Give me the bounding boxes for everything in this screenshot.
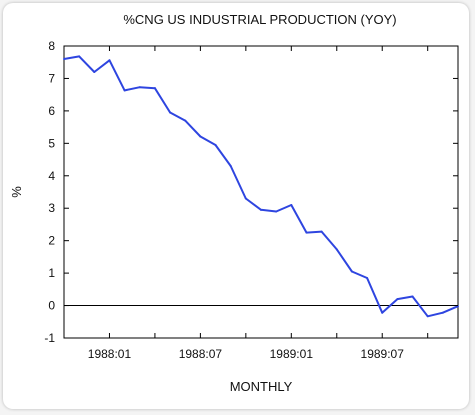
x-tick-label: 1988:07 (179, 347, 223, 361)
y-tick-label: 5 (48, 136, 55, 150)
data-point (244, 197, 247, 200)
y-tick-label: 2 (48, 234, 55, 248)
data-point (381, 311, 384, 314)
data-point (184, 119, 187, 122)
x-tick-label: 1988:01 (88, 347, 132, 361)
data-point (199, 135, 202, 138)
y-tick-label: 1 (48, 266, 55, 280)
plot-area (63, 45, 459, 339)
data-point (366, 276, 369, 279)
x-axis: 1988:01 1988:07 1989:01 1989:07 (63, 46, 429, 361)
y-tick-label: 3 (48, 201, 55, 215)
data-point (290, 203, 293, 206)
data-point (260, 208, 262, 211)
chart-frame (3, 3, 469, 409)
data-point (108, 59, 111, 62)
data-point (63, 57, 65, 60)
y-tick-label: 8 (48, 39, 55, 53)
series-line (63, 55, 459, 318)
plot-border (63, 45, 459, 339)
y-axis: -1 0 1 2 3 4 5 6 7 8 (44, 39, 458, 345)
data-point (275, 210, 278, 213)
x-axis-label: MONTHLY (230, 379, 293, 394)
data-point (350, 270, 353, 273)
y-tick-label: 6 (48, 104, 55, 118)
y-tick-label: 0 (48, 299, 55, 313)
x-tick-label: 1989:01 (270, 347, 314, 361)
data-point (93, 70, 96, 73)
data-point (153, 87, 156, 90)
x-tick-label: 1989:07 (361, 347, 405, 361)
data-point (169, 111, 172, 114)
data-point (441, 311, 444, 314)
data-point (335, 248, 338, 251)
chart-title: %CNG US INDUSTRIAL PRODUCTION (YOY) (123, 12, 396, 27)
data-point (320, 230, 323, 233)
data-point (426, 315, 429, 318)
data-point (229, 165, 232, 168)
data-point (78, 55, 81, 58)
y-tick-label: 4 (48, 169, 55, 183)
data-point (396, 298, 399, 301)
data-point (214, 143, 217, 146)
data-point (123, 89, 126, 92)
y-axis-label: % (9, 186, 24, 198)
data-point (305, 231, 308, 234)
y-tick-label: 7 (48, 71, 55, 85)
y-tick-label: -1 (44, 331, 55, 345)
data-point (138, 86, 141, 89)
data-point (411, 295, 414, 298)
